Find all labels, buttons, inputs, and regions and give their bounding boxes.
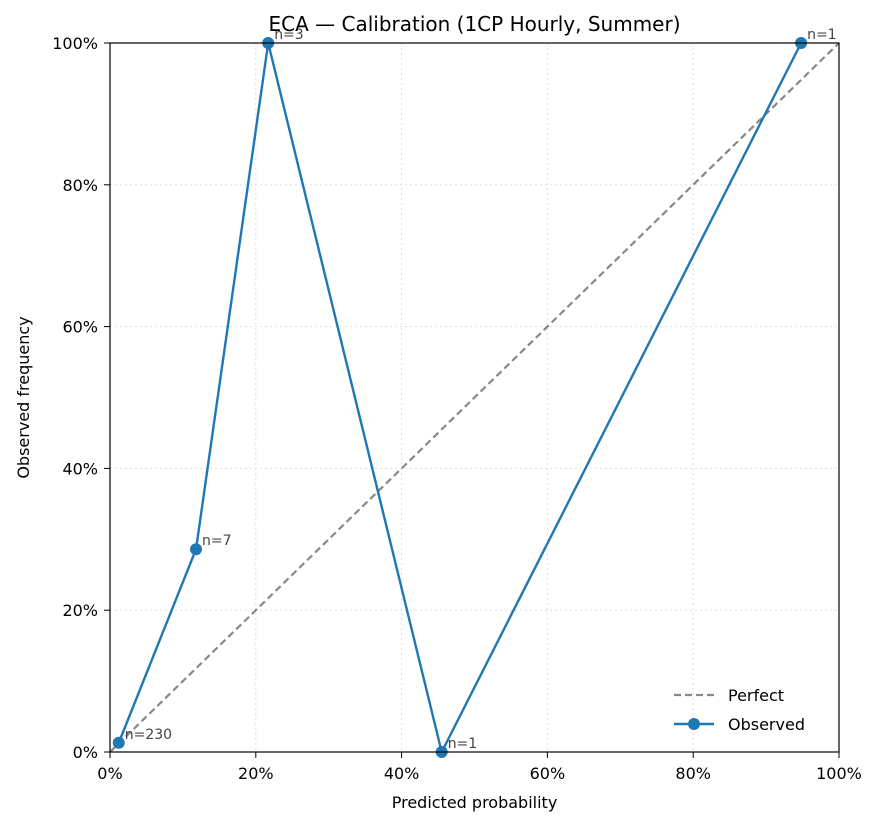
point-annotations: n=230 n=7 n=3 n=1 n=1 [125,27,837,752]
observed-point [190,543,203,556]
chart-title: ECA — Calibration (1CP Hourly, Summer) [268,12,680,36]
legend-perfect-label: Perfect [728,686,784,705]
y-tick-label: 60% [62,318,98,337]
observed-point [112,736,125,749]
y-axis-label: Observed frequency [14,316,33,478]
y-tick-label: 40% [62,459,98,478]
point-count-label: n=7 [202,533,232,549]
series-layer [109,37,840,758]
y-tick-label: 80% [62,176,98,195]
x-axis-label: Predicted probability [392,793,558,812]
y-tick-label: 0% [73,743,98,762]
x-tick-label: 100% [816,764,862,783]
x-tick-label: 40% [384,764,420,783]
legend-observed-marker [688,718,700,730]
x-tick-label: 80% [675,764,711,783]
observed-series-line [117,41,803,754]
x-tick-label: 60% [530,764,566,783]
point-count-label: n=230 [125,727,172,743]
y-tick-label: 20% [62,601,98,620]
y-tick-label: 100% [52,34,98,53]
x-tick-label: 0% [97,764,122,783]
plot-frame [109,42,840,753]
point-count-label: n=3 [274,27,304,43]
legend-observed-label: Observed [728,715,805,734]
perfect-calibration-line [109,42,840,753]
x-tick-label: 20% [238,764,274,783]
point-count-label: n=1 [448,736,478,752]
legend: Perfect Observed [674,686,805,734]
point-count-label: n=1 [807,27,837,43]
axis-ticks: 0% 20% 40% 60% 80% 100% 0% 20% 40% 60% 80% 100% [52,34,862,783]
